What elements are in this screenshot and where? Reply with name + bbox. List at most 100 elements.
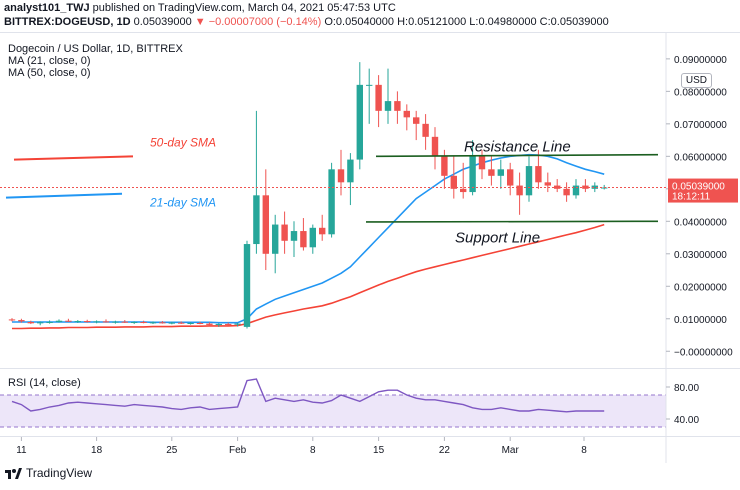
price-tick-label: 0.06000000 xyxy=(674,152,727,163)
time-tick-label: 8 xyxy=(581,445,587,456)
resistance-annotation: Resistance Line xyxy=(464,138,571,155)
ohlc-bar: BITTREX:DOGEUSD, 1D 0.05039000 ▼ −0.0000… xyxy=(4,16,609,28)
rsi-tick-label: 40.00 xyxy=(674,415,699,426)
candle-body xyxy=(375,84,382,111)
price-tick-label: 0.01000000 xyxy=(674,315,727,326)
price-tick-label: −0.00000000 xyxy=(674,347,733,358)
footer-brand: TradingView xyxy=(26,466,93,480)
time-tick-label: 15 xyxy=(373,445,385,456)
rsi-legend: RSI (14, close) xyxy=(8,377,81,389)
publisher-name: analyst101_TWJ xyxy=(4,2,90,14)
candle-body xyxy=(309,227,316,248)
price-pane[interactable]: 0.09000000 0.08000000 0.07000000 0.06000000… xyxy=(0,32,740,369)
price-chart[interactable]: 0.09000000 0.08000000 0.07000000 0.06000000… xyxy=(0,33,740,369)
candle-body xyxy=(140,322,147,324)
candle-body xyxy=(535,166,542,183)
candle-body xyxy=(290,231,298,241)
last-price-tag-value: 0.05039000 xyxy=(672,182,725,193)
candle-body xyxy=(507,169,514,186)
last-price-tag xyxy=(668,178,738,203)
ohlc-high: H:0.05121000 xyxy=(397,16,467,28)
price-tick-label: 0.07000000 xyxy=(674,120,727,131)
sma21-guide-line xyxy=(5,192,123,199)
sma50-annotation: 50-day SMA xyxy=(150,136,216,150)
legend-ma21: MA (21, close, 0) xyxy=(8,55,91,67)
price-tick-label: 0.04000000 xyxy=(674,217,727,228)
candle-body xyxy=(84,321,91,323)
candle-body xyxy=(384,101,392,111)
ma50-line xyxy=(12,223,605,330)
time-tick-label: 18 xyxy=(91,445,103,456)
candle-body xyxy=(168,322,175,324)
candle-body xyxy=(121,321,128,323)
candle-body xyxy=(281,224,288,241)
candle-body xyxy=(206,323,213,325)
candle-body xyxy=(112,321,119,323)
candle-body xyxy=(253,195,260,245)
candle-body xyxy=(516,185,523,196)
candle-body xyxy=(37,322,44,324)
support-line xyxy=(365,220,659,223)
candle-body xyxy=(178,322,185,324)
last-price: 0.05039000 xyxy=(133,16,192,28)
candle-body xyxy=(93,321,100,323)
candle-body xyxy=(196,322,204,324)
time-axis[interactable]: 11 18 25 Feb 8 15 22 Mar 8 xyxy=(0,436,740,463)
candle-body xyxy=(431,136,439,157)
time-tick-label: 8 xyxy=(310,445,316,456)
candle-body xyxy=(187,322,194,324)
candle-body xyxy=(572,185,580,196)
time-tick-label: Mar xyxy=(502,445,520,456)
legend-title: Dogecoin / US Dollar, 1D, BITTREX xyxy=(8,43,183,55)
currency-button[interactable]: USD xyxy=(680,73,712,88)
time-tick-label: 22 xyxy=(439,445,451,456)
candle-body xyxy=(55,320,63,323)
candle-body xyxy=(46,322,53,324)
candle-body xyxy=(319,227,326,235)
chart-legend: Dogecoin / US Dollar, 1D, BITTREX MA (21… xyxy=(8,43,183,79)
candle-body xyxy=(149,322,157,324)
ohlc-low: L:0.04980000 xyxy=(469,16,537,28)
rsi-tick-label: 80.00 xyxy=(674,383,699,394)
rsi-chart[interactable]: 80.00 40.00 xyxy=(0,369,740,437)
candle-body xyxy=(525,166,533,196)
candle-body xyxy=(102,321,110,323)
resistance-line xyxy=(375,153,659,158)
ohlc-open: O:0.05040000 xyxy=(324,16,395,28)
rsi-pane[interactable]: 80.00 40.00 RSI (14, close) xyxy=(0,368,740,437)
footer: TradingView xyxy=(4,466,92,480)
candle-body xyxy=(544,182,551,186)
price-tick-label: 0.02000000 xyxy=(674,282,727,293)
candle-body xyxy=(337,169,345,183)
candle-body xyxy=(441,156,448,176)
price-tick-label: 0.03000000 xyxy=(674,250,727,261)
time-axis-labels[interactable]: 11 18 25 Feb 8 15 22 Mar 8 xyxy=(0,437,740,463)
candle-body xyxy=(450,175,457,189)
candle-body xyxy=(8,319,16,321)
candle-body xyxy=(403,110,410,118)
time-tick-label: 25 xyxy=(166,445,178,456)
candle-body xyxy=(591,185,598,189)
candle-body xyxy=(65,320,72,322)
candle-body xyxy=(413,117,420,124)
sma21-annotation: 21-day SMA xyxy=(149,196,216,210)
publish-date: published on TradingView.com, March 04, … xyxy=(92,2,396,14)
candle-body xyxy=(347,159,354,183)
candle-body xyxy=(74,321,81,323)
candle-body xyxy=(300,231,307,248)
candle-body xyxy=(27,322,34,324)
candle-body xyxy=(488,169,495,176)
symbol-line: BITTREX:DOGEUSD, 1D xyxy=(4,16,131,28)
ohlc-close: C:0.05039000 xyxy=(539,16,609,28)
candle-body xyxy=(478,156,486,170)
support-annotation: Support Line xyxy=(455,229,540,246)
legend-ma50: MA (50, close, 0) xyxy=(8,67,91,79)
candle-body xyxy=(563,188,570,196)
candle-body xyxy=(234,323,241,325)
ma21-line xyxy=(12,153,605,324)
candle-body xyxy=(394,101,401,111)
last-price-tag-countdown: 18:12:11 xyxy=(672,192,711,203)
price-tick-label: 0.09000000 xyxy=(674,55,727,66)
candle-body xyxy=(328,169,335,235)
price-change: ▼ −0.00007000 (−0.14%) xyxy=(194,16,322,28)
